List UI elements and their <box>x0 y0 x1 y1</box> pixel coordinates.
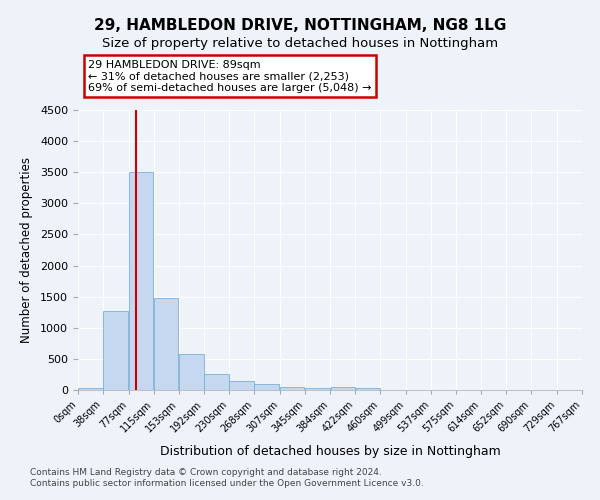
Bar <box>205 374 229 390</box>
Bar <box>229 382 254 390</box>
Bar <box>129 172 154 390</box>
Bar <box>78 388 103 390</box>
Y-axis label: Number of detached properties: Number of detached properties <box>20 157 33 343</box>
Bar <box>103 311 128 390</box>
X-axis label: Distribution of detached houses by size in Nottingham: Distribution of detached houses by size … <box>160 445 500 458</box>
Bar <box>179 354 204 390</box>
Bar <box>280 387 304 390</box>
Text: 29 HAMBLEDON DRIVE: 89sqm
← 31% of detached houses are smaller (2,253)
69% of se: 29 HAMBLEDON DRIVE: 89sqm ← 31% of detac… <box>88 60 371 93</box>
Text: Size of property relative to detached houses in Nottingham: Size of property relative to detached ho… <box>102 38 498 51</box>
Bar <box>154 298 178 390</box>
Text: Contains HM Land Registry data © Crown copyright and database right 2024.
Contai: Contains HM Land Registry data © Crown c… <box>30 468 424 487</box>
Bar <box>356 388 380 390</box>
Bar <box>305 388 330 390</box>
Bar <box>254 384 280 390</box>
Text: 29, HAMBLEDON DRIVE, NOTTINGHAM, NG8 1LG: 29, HAMBLEDON DRIVE, NOTTINGHAM, NG8 1LG <box>94 18 506 32</box>
Bar <box>331 387 355 390</box>
